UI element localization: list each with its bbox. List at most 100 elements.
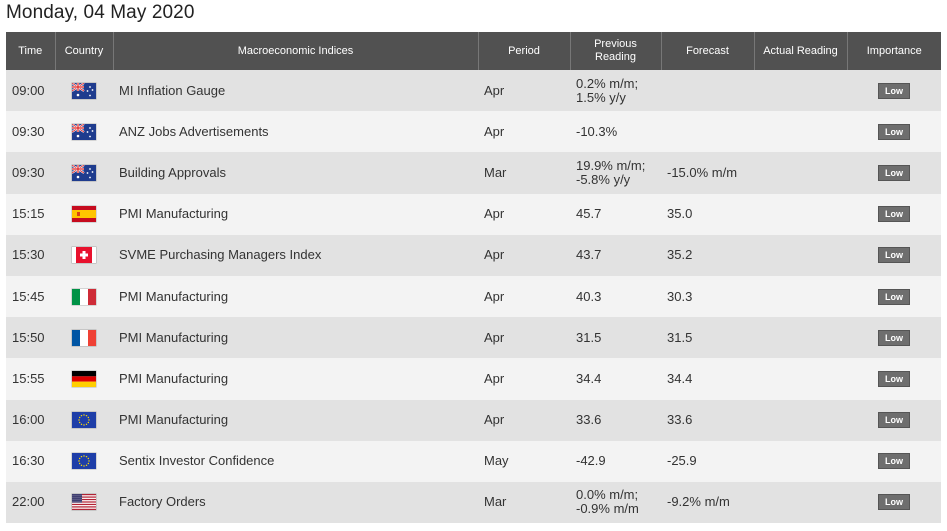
importance-badge: Low [878,288,910,305]
cell-previous: -10.3% [570,111,661,153]
cell-time: 15:45 [6,275,55,318]
cell-index[interactable]: PMI Manufacturing [113,275,478,318]
cell-previous-line1: 0.0% m/m; [576,487,639,503]
cell-actual [754,152,847,194]
cell-time: 22:00 [6,481,55,524]
cell-time: 15:50 [6,317,55,359]
cell-index[interactable]: ANZ Jobs Advertisements [113,111,478,153]
cell-importance: Low [847,70,941,112]
cell-period: Mar [478,481,570,524]
cell-period: Apr [478,234,570,276]
cell-time: 16:00 [6,399,55,441]
table-row[interactable]: 09:30 ANZ Jobs Advertisements Apr -10.3%… [6,111,941,153]
cell-importance: Low [847,234,941,276]
cell-forecast [661,111,754,153]
cell-period: Apr [478,193,570,235]
table-row[interactable]: 09:00 MI Inflation Gauge Apr 0.2% m/m; 1… [6,70,941,112]
cell-actual [754,358,847,400]
table-row[interactable]: 15:50 PMI Manufacturing Apr 31.5 31.5 Lo… [6,317,941,359]
cell-actual [754,481,847,524]
cell-forecast: 34.4 [661,358,754,400]
cell-time: 15:30 [6,234,55,276]
cell-index[interactable]: PMI Manufacturing [113,317,478,359]
cell-actual [754,399,847,441]
australia-flag-icon [72,82,96,99]
table-row[interactable]: 09:30 Building Approvals Mar 19.9% m/m; … [6,152,941,194]
cell-country [55,234,113,276]
column-header-time[interactable]: Time [6,32,55,70]
column-header-country[interactable]: Country [54,32,113,70]
cell-index[interactable]: PMI Manufacturing [113,399,478,441]
cell-index[interactable]: SVME Purchasing Managers Index [113,234,478,276]
cell-forecast: 35.0 [661,193,754,235]
cell-time: 16:30 [6,440,55,482]
cell-country [55,358,113,400]
table-row[interactable]: 16:30 Sentix Investor Confidence May -42… [6,440,941,482]
cell-index[interactable]: Building Approvals [113,152,478,194]
cell-forecast [661,70,754,112]
cell-forecast: -15.0% m/m [661,152,754,194]
cell-previous-line2: -5.8% y/y [576,171,631,187]
column-header-previous-line2: Reading [595,51,636,63]
column-header-period[interactable]: Period [477,32,570,70]
importance-badge: Low [878,247,910,264]
cell-period: May [478,440,570,482]
cell-importance: Low [847,275,941,318]
table-row[interactable]: 15:55 PMI Manufacturing Apr 34.4 34.4 Lo… [6,358,941,400]
cell-importance: Low [847,111,941,153]
table-row[interactable]: 15:30 SVME Purchasing Managers Index Apr… [6,234,941,276]
cell-index[interactable]: Factory Orders [113,481,478,524]
cell-previous-line1: -10.3% [576,123,618,139]
switzerland-flag-icon [72,247,96,264]
cell-country [55,193,113,235]
column-header-index[interactable]: Macroeconomic Indices [112,32,478,70]
cell-country [55,70,113,112]
cell-previous: 33.6 [570,399,661,441]
cell-importance: Low [847,317,941,359]
cell-period: Mar [478,152,570,194]
importance-badge: Low [878,164,910,181]
cell-time: 15:15 [6,193,55,235]
table-row[interactable]: 22:00 Factory Orders Mar 0.0% m/m; -0.9%… [6,481,941,524]
cell-previous: 40.3 [570,275,661,318]
cell-country [55,399,113,441]
cell-previous-line1: 40.3 [576,288,602,304]
cell-index[interactable]: PMI Manufacturing [113,193,478,235]
cell-importance: Low [847,358,941,400]
table-row[interactable]: 15:15 PMI Manufacturing Apr 45.7 35.0 Lo… [6,193,941,235]
cell-index[interactable]: Sentix Investor Confidence [113,440,478,482]
cell-previous-line1: 43.7 [576,247,602,263]
cell-country [55,440,113,482]
cell-previous-line1: 45.7 [576,206,602,222]
australia-flag-icon [72,123,96,140]
cell-time: 09:30 [6,111,55,153]
france-flag-icon [72,329,96,346]
cell-previous: 19.9% m/m; -5.8% y/y [570,152,661,194]
cell-actual [754,317,847,359]
cell-country [55,111,113,153]
column-header-previous[interactable]: Previous Reading [569,32,661,70]
cell-importance: Low [847,440,941,482]
table-row[interactable]: 15:45 PMI Manufacturing Apr 40.3 30.3 Lo… [6,275,941,318]
cell-time: 09:30 [6,152,55,194]
eu-flag-icon [72,453,96,470]
cell-previous: -42.9 [570,440,661,482]
page-title: Monday, 04 May 2020 [6,2,195,23]
cell-previous-line1: 34.4 [576,370,602,386]
cell-actual [754,111,847,153]
importance-badge: Low [878,82,910,99]
cell-index[interactable]: MI Inflation Gauge [113,70,478,112]
cell-previous-line1: -42.9 [576,453,606,469]
cell-previous-line1: 0.2% m/m; [576,75,639,91]
importance-badge: Low [878,412,910,429]
cell-country [55,481,113,524]
column-header-importance[interactable]: Importance [846,32,941,70]
column-header-forecast[interactable]: Forecast [660,32,754,70]
table-row[interactable]: 16:00 PMI Manufacturing Apr 33.6 33.6 Lo… [6,399,941,441]
importance-badge: Low [878,206,910,223]
cell-previous-line1: 31.5 [576,329,602,345]
cell-forecast: 35.2 [661,234,754,276]
cell-time: 09:00 [6,70,55,112]
cell-index[interactable]: PMI Manufacturing [113,358,478,400]
column-header-actual[interactable]: Actual Reading [753,32,847,70]
